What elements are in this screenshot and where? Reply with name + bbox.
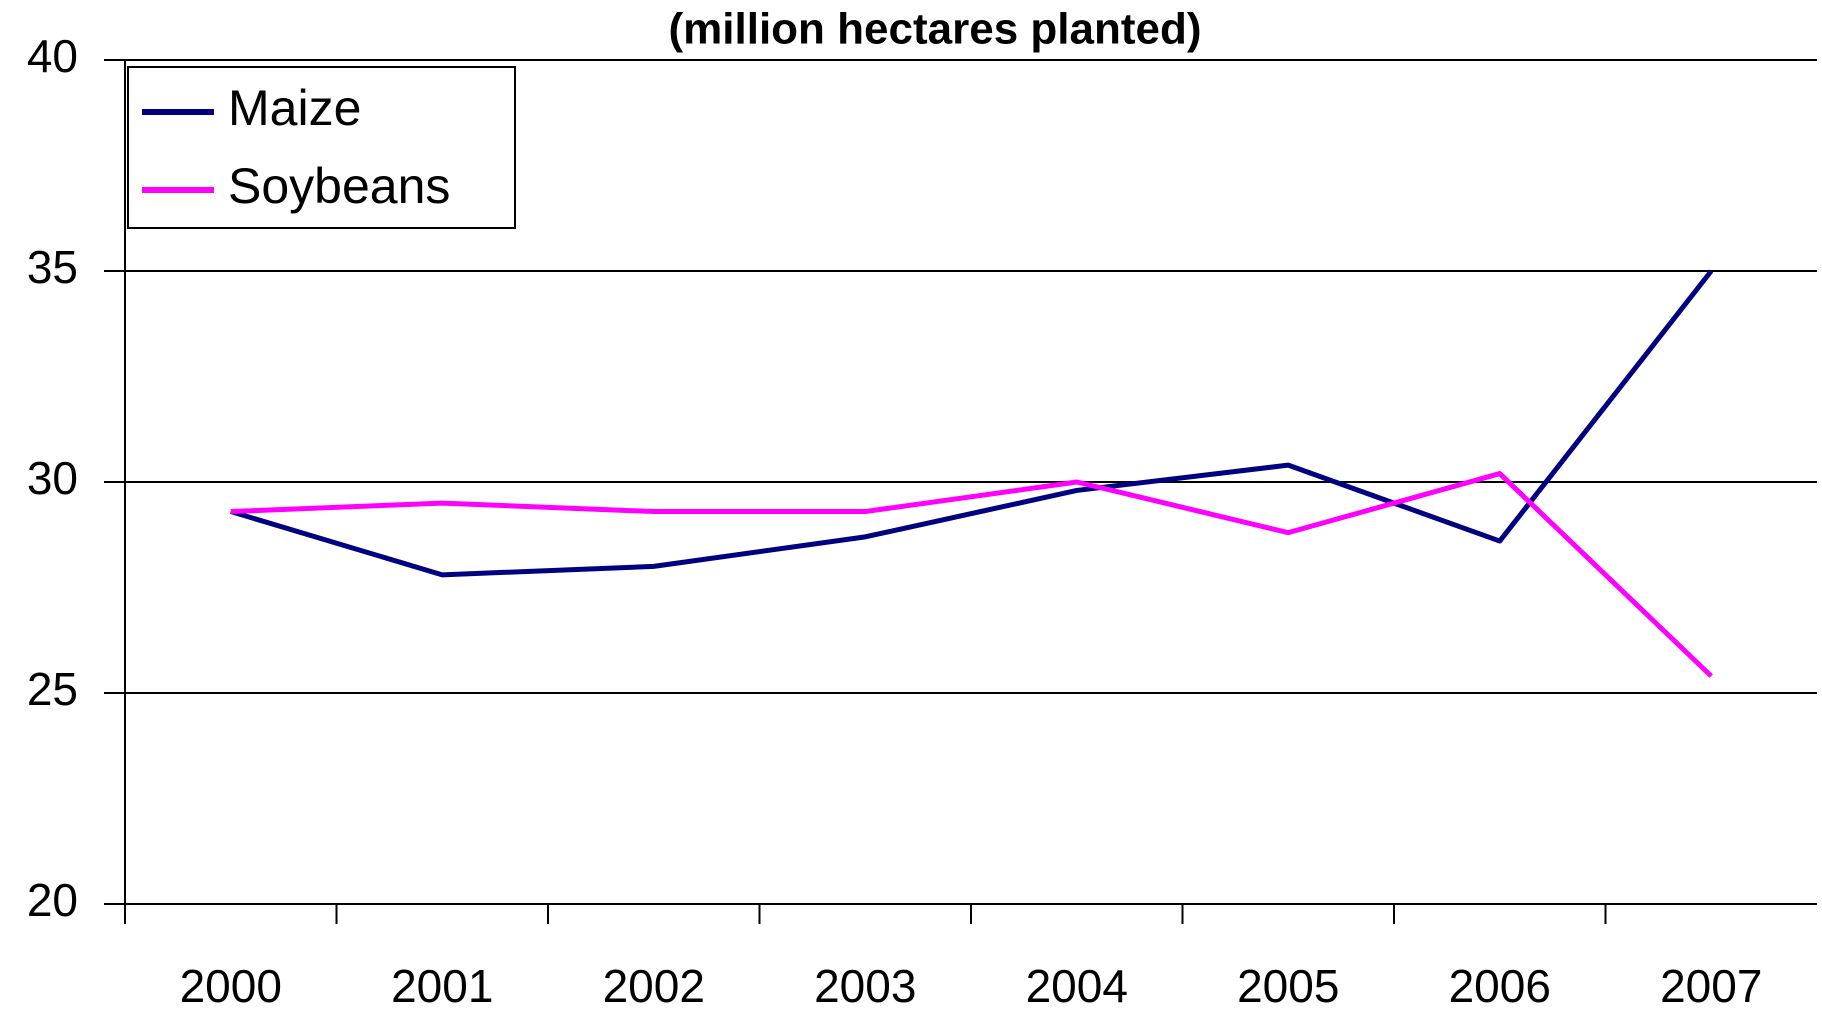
legend-label: Soybeans [228,158,450,214]
x-tick-label: 2006 [1449,960,1551,1012]
x-tick-label: 2002 [603,960,705,1012]
series-line [230,471,1713,678]
y-tick-label: 25 [27,663,78,715]
y-tick-label: 30 [27,452,78,504]
x-tick-label: 2001 [391,960,493,1012]
x-tick-label: 2005 [1237,960,1339,1012]
y-tick-label: 40 [27,30,78,82]
legend-box [127,66,516,229]
series-line [230,269,1714,578]
y-tick-label: 35 [27,241,78,293]
x-tick-label: 2007 [1660,960,1762,1012]
x-tick-label: 2003 [814,960,916,1012]
y-tick-label: 20 [27,874,78,926]
x-tick-label: 2000 [180,960,282,1012]
x-tick-label: 2004 [1026,960,1128,1012]
chart-title: (million hectares planted) [669,5,1202,54]
legend-label: Maize [228,80,361,136]
